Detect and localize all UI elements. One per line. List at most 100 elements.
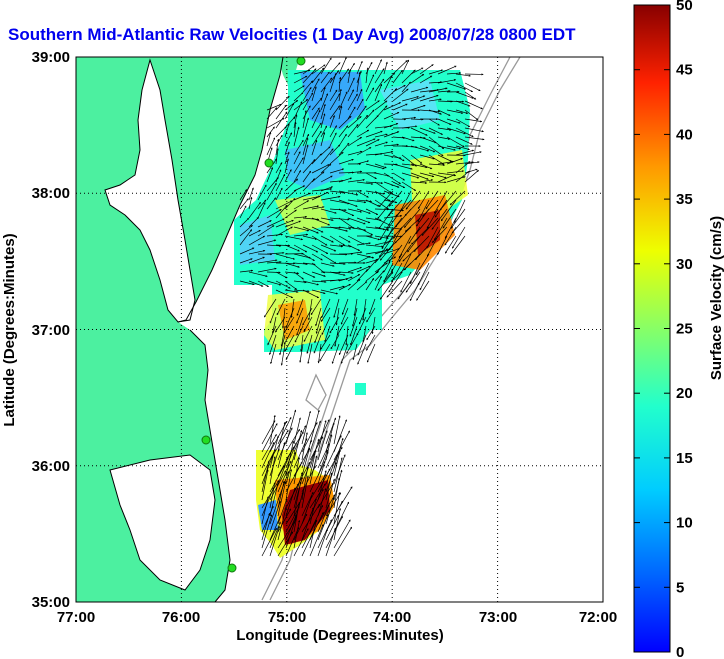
- velocity-arrow: [428, 87, 448, 93]
- velocity-arrow: [266, 137, 276, 156]
- velocity-arrow: [365, 244, 384, 248]
- velocity-arrow: [408, 226, 421, 244]
- velocity-arrow: [426, 208, 439, 229]
- radar-station: [227, 563, 237, 573]
- velocity-arrow: [415, 253, 430, 276]
- velocity-arrow: [400, 190, 412, 211]
- velocity-arrow: [365, 130, 383, 138]
- velocity-arrow: [340, 307, 349, 325]
- velocity-arrow: [411, 226, 430, 245]
- velocity-arrow: [455, 136, 473, 145]
- velocity-arrow: [317, 443, 330, 469]
- velocity-arrow: [285, 451, 296, 485]
- velocity-arrow: [450, 235, 466, 255]
- velocity-arrow: [293, 85, 305, 93]
- velocity-arrow: [293, 75, 308, 84]
- north-field-base: [234, 70, 470, 352]
- velocity-arrow: [266, 103, 282, 111]
- velocity-arrow: [301, 503, 321, 533]
- velocity-arrow: [275, 253, 295, 260]
- velocity-arrow: [320, 125, 328, 138]
- velocity-arrow: [405, 271, 421, 293]
- velocity-arrow: [446, 136, 465, 148]
- y-tick-label: 35:00: [32, 594, 70, 611]
- velocity-arrow: [261, 496, 269, 525]
- velocity-arrow: [239, 205, 247, 219]
- velocity-arrow: [266, 244, 282, 247]
- velocity-arrow: [401, 69, 416, 84]
- velocity-arrow: [285, 461, 303, 493]
- velocity-arrow: [437, 127, 452, 131]
- velocity-arrow: [446, 72, 462, 75]
- velocity-arrow: [419, 145, 436, 153]
- velocity-arrow: [362, 298, 367, 321]
- velocity-arrow: [285, 431, 304, 461]
- velocity-arrow: [302, 110, 307, 129]
- velocity-arrow: [293, 139, 304, 156]
- velocity-arrow: [383, 270, 393, 282]
- velocity-arrow: [269, 456, 276, 485]
- velocity-arrow: [455, 73, 471, 77]
- velocity-arrow: [428, 118, 440, 126]
- velocity-arrow: [449, 190, 466, 206]
- velocity-arrow: [257, 267, 277, 273]
- velocity-arrow: [347, 77, 355, 93]
- velocity-arrow: [248, 249, 266, 255]
- velocity-arrow: [302, 87, 312, 102]
- velocity-arrow: [410, 67, 424, 75]
- colorbar-tick-label: 50: [676, 0, 693, 14]
- velocity-arrow: [269, 482, 276, 509]
- velocity-arrow: [347, 93, 358, 111]
- velocity-arrow: [309, 524, 324, 557]
- velocity-arrow: [284, 123, 290, 138]
- velocity-arrow: [266, 107, 278, 120]
- velocity-arrow: [356, 208, 371, 214]
- velocity-arrow: [325, 454, 338, 485]
- velocity-arrow: [311, 226, 324, 233]
- velocity-arrow: [293, 151, 301, 165]
- velocity-arrow: [419, 154, 435, 160]
- velocity-arrow: [333, 519, 351, 549]
- velocity-arrow: [419, 64, 434, 75]
- velocity-arrow: [311, 153, 322, 165]
- velocity-arrow: [293, 253, 311, 259]
- velocity-arrow: [410, 73, 425, 84]
- velocity-arrow: [261, 434, 277, 461]
- velocity-arrow: [257, 259, 278, 264]
- velocity-arrow: [333, 298, 340, 318]
- velocity-arrow: [284, 289, 299, 293]
- velocity-arrow: [269, 334, 277, 355]
- velocity-arrow: [365, 250, 385, 255]
- velocity-arrow: [329, 235, 345, 246]
- velocity-arrow: [284, 280, 297, 290]
- velocity-arrow: [248, 235, 266, 246]
- velocity-arrow: [444, 226, 457, 246]
- velocity-arrow: [275, 280, 291, 289]
- velocity-arrow: [455, 149, 475, 156]
- velocity-arrow: [338, 57, 347, 75]
- velocity-arrow: [356, 226, 373, 236]
- velocity-arrow: [293, 425, 307, 453]
- velocity-arrow: [320, 93, 329, 111]
- velocity-arrow: [284, 209, 297, 219]
- velocity-arrow: [422, 199, 439, 217]
- velocity-arrow: [338, 142, 350, 156]
- velocity-arrow: [330, 334, 340, 350]
- x-tick-label: 72:00: [579, 609, 617, 626]
- velocity-arrow: [347, 199, 367, 204]
- velocity-arrow: [266, 131, 272, 147]
- velocity-arrow: [366, 307, 376, 323]
- velocity-arrow: [329, 316, 340, 334]
- velocity-arrow: [365, 208, 379, 216]
- velocity-arrow: [314, 325, 322, 344]
- velocity-arrow: [356, 253, 375, 259]
- velocity-arrow: [398, 235, 412, 259]
- velocity-arrow: [302, 133, 310, 147]
- velocity-arrow: [437, 145, 456, 151]
- velocity-arrow: [257, 199, 267, 210]
- velocity-arrow: [464, 151, 482, 156]
- velocity-arrow: [325, 435, 342, 469]
- velocity-arrow: [356, 60, 363, 75]
- velocity-arrow: [371, 316, 376, 335]
